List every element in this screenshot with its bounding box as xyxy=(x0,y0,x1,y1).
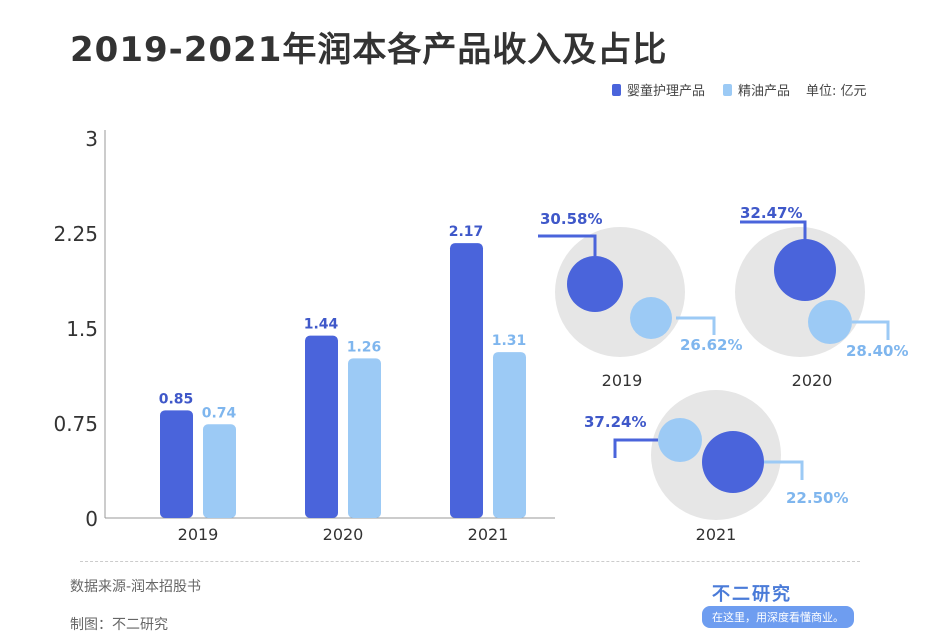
bar-oil xyxy=(493,352,526,518)
data-label: 1.26 xyxy=(347,339,382,355)
x-tick-label: 2020 xyxy=(323,525,364,544)
leader-line-oil xyxy=(852,320,890,340)
data-label: 0.74 xyxy=(202,405,237,421)
x-tick-label: 2019 xyxy=(178,525,219,544)
bubble-baby xyxy=(702,431,764,493)
brand-slogan: 在这里，用深度看懂商业。 xyxy=(702,606,854,628)
bar-baby xyxy=(450,243,483,518)
y-tick-label: 2.25 xyxy=(53,222,98,246)
legend-swatch-oil xyxy=(723,83,733,96)
bubble-label-oil: 26.62% xyxy=(680,336,742,354)
brand-logo: 不二研究 xyxy=(712,584,792,605)
divider xyxy=(80,561,860,562)
source-note: 数据来源-润本招股书 xyxy=(70,579,202,595)
bubble-label-baby: 37.24% xyxy=(584,413,646,431)
y-tick-label: 0.75 xyxy=(53,412,98,436)
data-label: 2.17 xyxy=(449,224,484,240)
legend-swatch-baby xyxy=(612,83,621,96)
y-tick-label: 3 xyxy=(85,127,98,151)
data-label: 1.44 xyxy=(304,317,339,333)
bar-baby xyxy=(305,335,338,518)
bubble-label-oil: 22.50% xyxy=(786,489,848,507)
leader-line-oil xyxy=(676,316,716,335)
bubble-label-baby: 30.58% xyxy=(540,210,602,228)
bubble-baby xyxy=(774,239,836,301)
legend: 婴童护理产品 精油产品 单位: 亿元 xyxy=(612,80,867,99)
bubble-year-label: 2020 xyxy=(792,371,833,390)
bubble-year-label: 2019 xyxy=(602,371,643,390)
data-label: 1.31 xyxy=(492,333,527,349)
maker-note: 制图：不二研究 xyxy=(70,617,168,633)
bar-baby xyxy=(160,410,193,518)
legend-label-baby: 婴童护理产品 xyxy=(627,84,706,99)
chart-title: 2019-2021年润本各产品收入及占比 xyxy=(70,30,668,70)
bar-oil xyxy=(348,358,381,518)
bubble-oil xyxy=(630,297,672,339)
bubble-oil xyxy=(658,418,702,462)
bubble-year-label: 2021 xyxy=(696,525,737,544)
bar-oil xyxy=(203,424,236,518)
x-tick-label: 2021 xyxy=(468,525,509,544)
legend-label-oil: 精油产品 xyxy=(738,84,791,99)
leader-line-oil xyxy=(764,460,804,480)
bubble-oil xyxy=(808,300,852,344)
chart-area: 0 0.75 1.5 2.25 3 2019 0.85 0.74 2020 1.44 1.26 202… xyxy=(53,127,908,544)
y-tick-label: 1.5 xyxy=(66,317,98,341)
data-label: 0.85 xyxy=(159,391,194,407)
bubble-label-oil: 28.40% xyxy=(846,342,908,360)
bubble-baby xyxy=(567,256,623,312)
unit-label: 单位: 亿元 xyxy=(806,84,867,99)
bubble-label-baby: 32.47% xyxy=(740,204,802,222)
leader-line-baby xyxy=(538,234,597,256)
leader-line-baby xyxy=(613,438,658,458)
y-tick-label: 0 xyxy=(85,507,98,531)
leader-line-baby xyxy=(740,220,807,240)
